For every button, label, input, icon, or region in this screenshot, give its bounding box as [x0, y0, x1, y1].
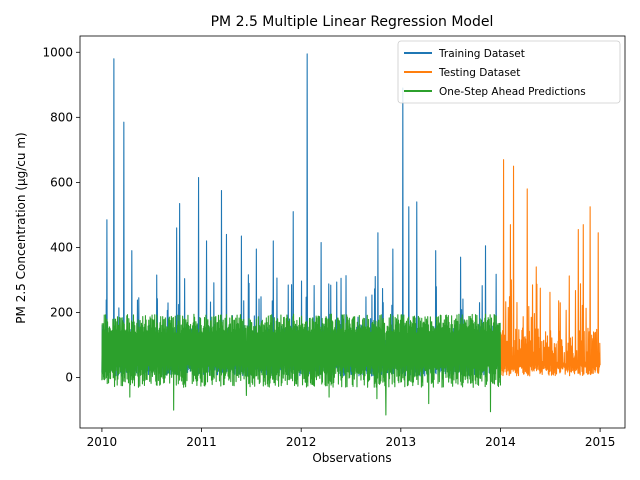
y-axis-title: PM 2.5 Concentration (µg/cu m)	[14, 132, 28, 323]
y-tick-label: 200	[50, 306, 73, 320]
x-tick-label: 2013	[386, 435, 417, 449]
axes: 2010 2011 2012 2013 2014 2015 0 200 400 600 800 100…	[42, 35, 626, 449]
x-tick-label: 2014	[485, 435, 516, 449]
y-tick-label: 0	[65, 371, 73, 385]
legend-label: One-Step Ahead Predictions	[439, 86, 586, 98]
y-tick-label: 400	[50, 240, 73, 254]
legend-label: Testing Dataset	[438, 67, 520, 79]
x-tick-label: 2011	[186, 435, 217, 449]
legend-box	[397, 40, 621, 104]
legend-label: Training Dataset	[438, 48, 525, 60]
x-axis-title: Observations	[312, 451, 391, 465]
y-tick-label: 1000	[42, 45, 73, 59]
series-predictions-line	[101, 313, 502, 416]
x-tick-label: 2015	[585, 435, 616, 449]
axes-frame	[79, 35, 626, 429]
legend: Training Dataset Testing Dataset One-Step …	[397, 40, 621, 104]
y-tick-label: 800	[50, 110, 73, 124]
y-tick-label: 600	[50, 175, 73, 189]
plot-area	[101, 53, 601, 416]
series-testing-line	[499, 159, 601, 377]
x-tick-label: 2012	[286, 435, 317, 449]
x-tick-label: 2010	[87, 435, 118, 449]
chart-title: PM 2.5 Multiple Linear Regression Model	[211, 14, 494, 30]
